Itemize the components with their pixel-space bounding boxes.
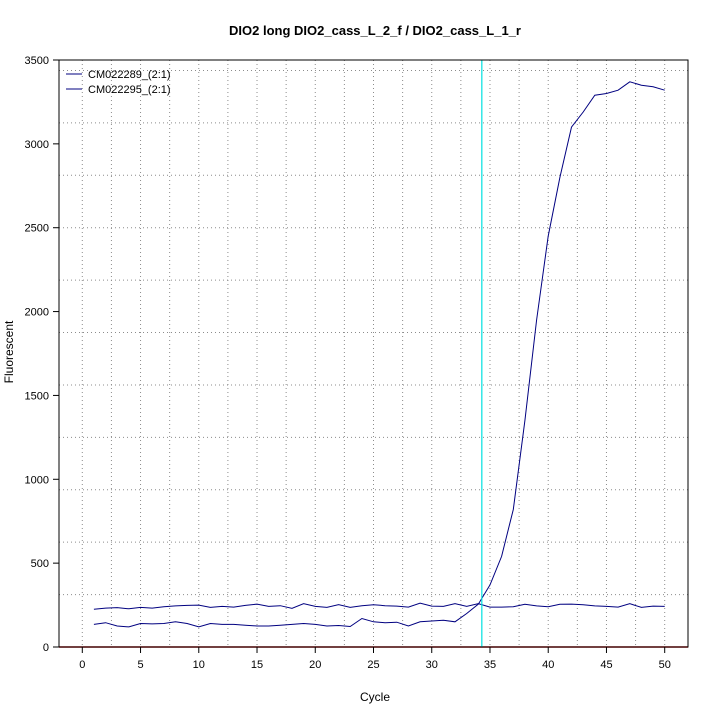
y-tick-label: 0 — [43, 642, 49, 654]
series-line — [93, 602, 665, 610]
x-tick-label: 40 — [542, 659, 554, 671]
y-tick-label: 2000 — [25, 307, 49, 319]
legend-label: CM022295_(2:1) — [88, 84, 171, 96]
series-line — [93, 81, 665, 628]
y-axis: 0 500 1000 1500 2000 2500 3000 3500 — [25, 55, 59, 654]
legend-label: CM022289_(2:1) — [88, 69, 171, 81]
x-axis: 0 5 10 15 20 25 30 35 40 45 50 — [79, 647, 671, 671]
chart-title: DIO2 long DIO2_cass_L_2_f / DIO2_cass_L_… — [229, 23, 521, 38]
legend: CM022289_(2:1) CM022295_(2:1) — [66, 69, 171, 96]
y-tick-label: 3500 — [25, 55, 49, 67]
y-tick-label: 1500 — [25, 390, 49, 402]
x-tick-label: 10 — [193, 659, 205, 671]
y-tick-label: 1000 — [25, 474, 49, 486]
y-tick-label: 500 — [31, 558, 49, 570]
x-tick-label: 30 — [426, 659, 438, 671]
x-tick-label: 50 — [659, 659, 671, 671]
x-tick-label: 0 — [79, 659, 85, 671]
x-tick-label: 35 — [484, 659, 496, 671]
y-tick-label: 2500 — [25, 223, 49, 235]
x-tick-label: 25 — [367, 659, 379, 671]
grid — [59, 60, 688, 648]
y-tick-label: 3000 — [25, 139, 49, 151]
y-axis-label: Fluorescent — [2, 320, 16, 383]
x-tick-label: 45 — [600, 659, 612, 671]
x-tick-label: 5 — [137, 659, 143, 671]
x-tick-label: 20 — [309, 659, 321, 671]
series-lines — [93, 81, 665, 628]
x-tick-label: 15 — [251, 659, 263, 671]
x-axis-label: Cycle — [360, 690, 390, 704]
